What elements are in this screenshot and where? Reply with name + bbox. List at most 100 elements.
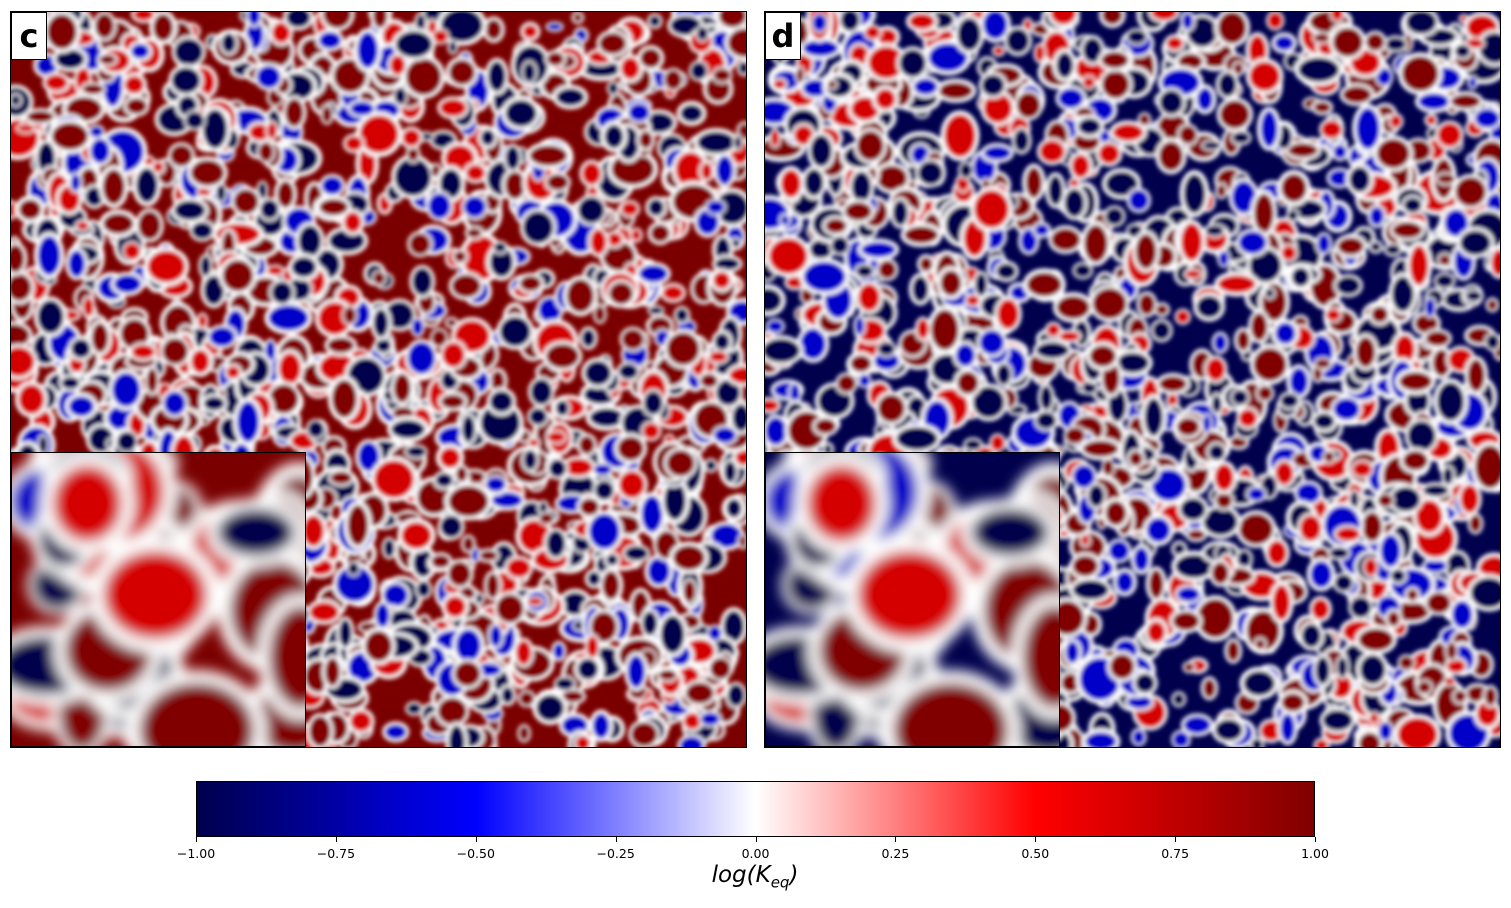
field-blob — [544, 49, 567, 69]
field-blob — [1183, 268, 1203, 280]
field-blob — [1047, 12, 1080, 29]
field-blob — [487, 623, 504, 649]
field-blob — [218, 256, 257, 295]
field-blob — [936, 266, 966, 300]
field-blob — [187, 346, 214, 377]
field-blob — [855, 280, 883, 314]
field-blob — [587, 226, 610, 258]
field-blob — [81, 295, 96, 319]
field-blob — [336, 616, 355, 650]
field-blob — [1209, 559, 1232, 587]
field-blob — [1206, 442, 1227, 463]
field-blob — [724, 25, 746, 61]
colorbar-tick-label: −0.50 — [456, 846, 495, 861]
field-blob — [171, 35, 206, 69]
field-blob — [584, 568, 604, 589]
field-blob — [1069, 552, 1102, 580]
field-blob — [765, 284, 786, 317]
field-blob — [980, 142, 1014, 164]
field-blob — [1132, 670, 1158, 696]
field-blob — [498, 684, 517, 706]
field-blob — [525, 141, 571, 170]
field-blob — [657, 612, 689, 657]
field-blob — [1033, 43, 1047, 64]
field-blob — [647, 304, 665, 317]
field-blob — [1310, 410, 1338, 433]
field-blob — [1089, 285, 1130, 323]
field-blob — [319, 174, 346, 198]
field-blob — [390, 370, 414, 406]
zoom-inset-d — [765, 452, 1060, 747]
field-blob — [437, 96, 470, 120]
colorbar — [196, 781, 1315, 837]
field-blob — [143, 247, 190, 287]
field-blob — [355, 439, 383, 475]
field-blob — [254, 63, 283, 91]
field-blob — [437, 12, 487, 46]
field-blob — [1072, 261, 1094, 280]
field-blob — [765, 234, 812, 278]
colorbar-tick-label: −1.00 — [176, 846, 216, 861]
field-blob — [1412, 496, 1446, 537]
field-blob — [1130, 544, 1153, 575]
field-blob — [373, 336, 394, 356]
field-blob — [1086, 482, 1107, 510]
field-blob — [1362, 556, 1379, 578]
field-blob — [200, 393, 228, 414]
field-blob — [1329, 12, 1345, 23]
field-blob — [1444, 657, 1468, 676]
field-blob — [1130, 728, 1147, 747]
field-blob — [663, 447, 698, 480]
field-blob — [347, 708, 375, 735]
colorbar-tick-label: −0.75 — [316, 846, 356, 861]
field-blob — [1424, 113, 1439, 128]
field-blob — [319, 12, 355, 32]
field-blob — [573, 733, 593, 747]
field-blob — [1182, 661, 1196, 674]
field-blob — [1333, 525, 1363, 544]
field-blob — [1312, 654, 1333, 687]
field-blobs — [765, 12, 1500, 747]
colorbar-tick — [1034, 837, 1036, 842]
field-blob — [688, 60, 709, 82]
field-blob — [1424, 590, 1453, 616]
field-blob — [994, 296, 1022, 332]
field-blob — [579, 159, 604, 188]
field-blob — [373, 600, 392, 630]
field-blob — [707, 349, 729, 364]
field-blob — [370, 305, 392, 341]
field-blob — [1179, 12, 1196, 32]
field-blob — [1203, 223, 1226, 238]
field-blob — [392, 27, 436, 61]
field-blob — [1485, 297, 1500, 313]
field-blob — [592, 304, 607, 325]
field-blob — [407, 231, 433, 258]
field-blob — [1339, 83, 1375, 106]
field-blob — [1211, 331, 1229, 354]
field-blob — [1169, 608, 1203, 634]
field-blob — [1193, 292, 1226, 322]
field-blob — [768, 127, 781, 149]
field-blob — [433, 470, 456, 490]
field-blob — [230, 186, 262, 217]
field-blob — [256, 140, 276, 164]
field-blob — [1388, 272, 1418, 316]
field-blob — [1032, 339, 1073, 362]
field-blob — [496, 313, 535, 350]
field-blob — [343, 501, 372, 550]
field-blob — [1395, 368, 1436, 395]
field-blob — [592, 478, 617, 503]
field-blob — [448, 271, 484, 301]
field-blob — [545, 21, 564, 32]
field-blob — [863, 24, 882, 41]
field-blob — [585, 510, 624, 553]
field-blob — [1256, 106, 1282, 151]
field-blob — [1014, 89, 1043, 121]
field-blob — [264, 301, 313, 335]
field-blob — [857, 238, 900, 261]
field-blob — [80, 81, 106, 97]
field-blob — [492, 240, 508, 255]
field-blob — [544, 172, 571, 193]
field-blob — [306, 713, 334, 747]
field-blob — [1201, 139, 1222, 152]
